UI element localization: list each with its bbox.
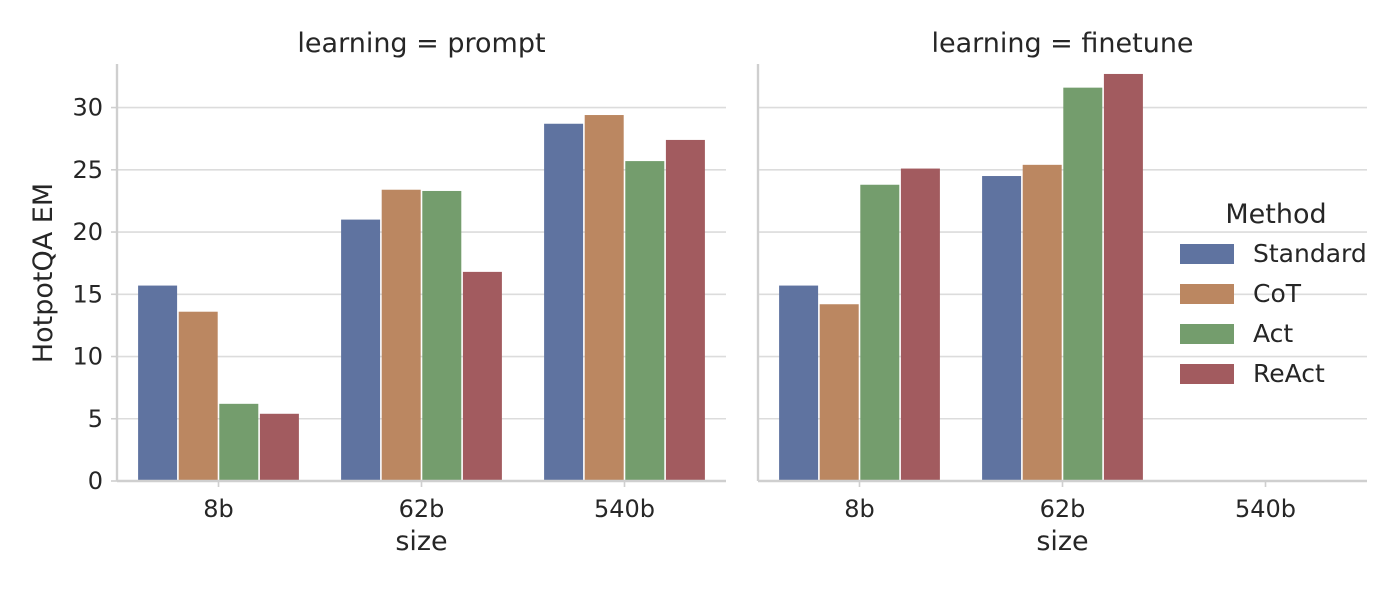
- bar-act-8b: [860, 185, 899, 481]
- legend-label-standard: Standard: [1253, 239, 1367, 268]
- bar-act-8b: [219, 404, 258, 481]
- legend-swatch-cot: [1180, 284, 1234, 304]
- bar-react-540b: [666, 140, 705, 481]
- legend-swatch-standard: [1180, 244, 1234, 264]
- x-tick-label: 540b: [1235, 495, 1296, 523]
- legend-title: Method: [1225, 199, 1326, 230]
- bar-act-62b: [422, 191, 461, 481]
- panel-title: learning = prompt: [297, 28, 545, 59]
- legend-swatch-act: [1180, 324, 1234, 344]
- y-axis-label: HotpotQA EM: [28, 183, 59, 363]
- x-tick-label: 62b: [399, 495, 445, 523]
- legend-label-act: Act: [1253, 319, 1293, 348]
- bar-cot-8b: [179, 312, 218, 481]
- y-tick-label: 20: [72, 218, 103, 246]
- bar-cot-62b: [382, 190, 421, 481]
- x-tick-label: 62b: [1040, 495, 1086, 523]
- legend-swatch-react: [1180, 364, 1234, 384]
- x-tick-label: 8b: [203, 495, 234, 523]
- x-tick-label: 540b: [594, 495, 655, 523]
- panel-0: learning = prompt 8b 62b 540b size 0 5 10 15 20 25…: [72, 28, 726, 557]
- x-tick-label: 8b: [844, 495, 875, 523]
- y-tick-label: 15: [72, 280, 103, 308]
- y-tick-label: 10: [72, 343, 103, 371]
- bar-react-62b: [1104, 74, 1143, 481]
- bar-standard-62b: [341, 220, 380, 481]
- bar-cot-62b: [1023, 165, 1062, 481]
- panel-title: learning = finetune: [931, 28, 1193, 59]
- bar-standard-62b: [982, 176, 1021, 481]
- bar-act-540b: [625, 161, 664, 481]
- x-axis-label: size: [1036, 526, 1088, 557]
- bar-react-8b: [260, 414, 299, 481]
- legend-label-react: ReAct: [1253, 359, 1325, 388]
- bar-cot-8b: [820, 304, 859, 481]
- y-tick-label: 5: [88, 405, 103, 433]
- legend-label-cot: CoT: [1253, 279, 1302, 308]
- bar-standard-540b: [544, 124, 583, 481]
- bar-react-62b: [463, 272, 502, 481]
- bar-standard-8b: [779, 286, 818, 481]
- bar-standard-8b: [138, 286, 177, 481]
- x-axis-label: size: [395, 526, 447, 557]
- bar-react-8b: [901, 169, 940, 481]
- y-tick-label: 25: [72, 156, 103, 184]
- bar-act-62b: [1063, 88, 1102, 481]
- bar-cot-540b: [585, 115, 624, 481]
- y-tick-label: 0: [88, 467, 103, 495]
- y-tick-label: 30: [72, 94, 103, 122]
